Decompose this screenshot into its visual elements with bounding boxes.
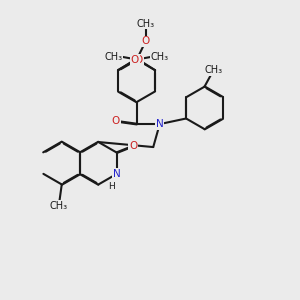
Text: CH₃: CH₃ <box>136 19 154 29</box>
Text: N: N <box>156 119 164 129</box>
Text: O: O <box>142 36 150 46</box>
Text: CH₃: CH₃ <box>204 65 222 76</box>
Text: N: N <box>113 169 121 179</box>
Text: H: H <box>108 182 115 191</box>
Text: O: O <box>130 55 139 65</box>
Text: O: O <box>135 55 143 65</box>
Text: O: O <box>129 141 137 151</box>
Text: CH₃: CH₃ <box>151 52 169 62</box>
Text: O: O <box>111 116 120 126</box>
Text: CH₃: CH₃ <box>105 52 123 62</box>
Text: CH₃: CH₃ <box>50 201 68 211</box>
